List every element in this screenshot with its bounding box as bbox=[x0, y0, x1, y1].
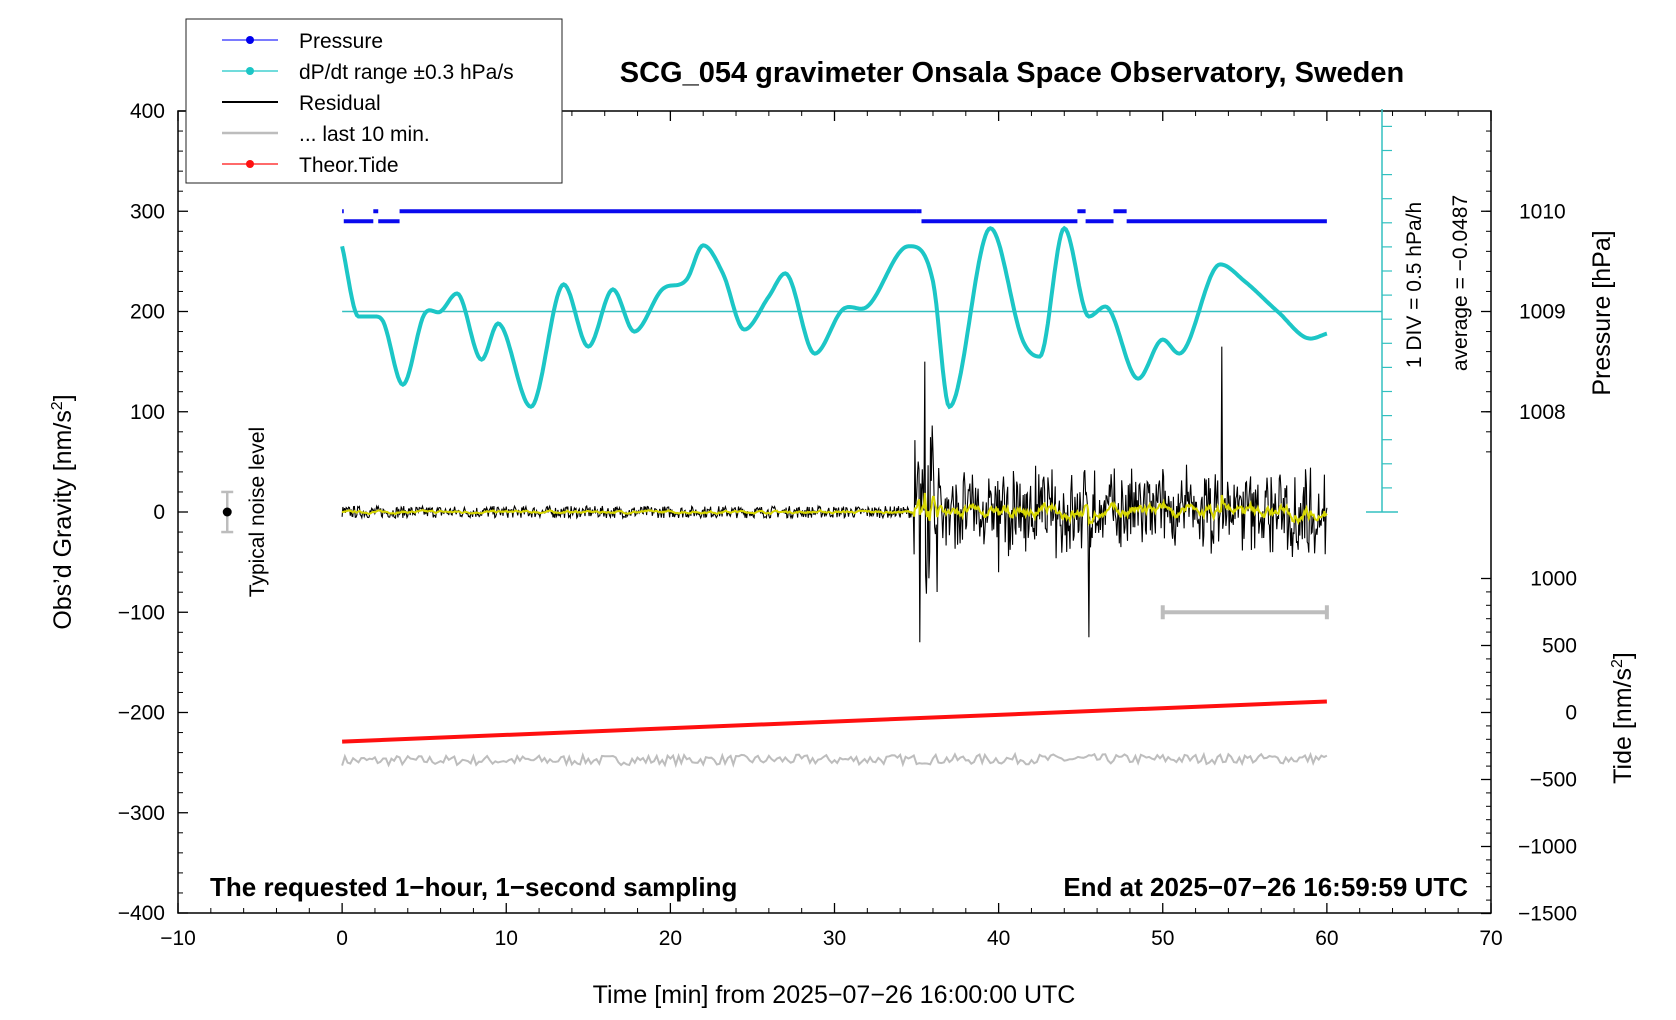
axis-ticks: −10 0 10 20 30 40 50 60 704003002001000−100−200−… bbox=[118, 100, 1577, 950]
pressure-series bbox=[342, 209, 1327, 224]
y-axis-label-left: Obs’d Gravity [nm/s2] bbox=[49, 394, 77, 629]
legend-pressure-marker bbox=[246, 36, 254, 44]
y-tick-label: −100 bbox=[118, 601, 165, 624]
legend: Pressure dP/dt range ±0.3 hPa/s Residual… bbox=[185, 18, 563, 184]
end-time-note: End at 2025−07−26 16:59:59 UTC bbox=[1063, 872, 1468, 902]
residual-smoothed-series bbox=[341, 492, 1328, 527]
noise-dot bbox=[222, 507, 232, 517]
theoretical-tide-series bbox=[342, 699, 1327, 744]
tide-tick-label: 0 bbox=[1565, 702, 1577, 725]
x-tick-label: −10 bbox=[160, 927, 196, 950]
average-label: average = −0.0487 bbox=[1449, 195, 1472, 371]
x-tick-label: 60 bbox=[1315, 927, 1338, 950]
tide-tick-label: −1000 bbox=[1518, 836, 1577, 859]
noise-level-label: Typical noise level bbox=[246, 427, 269, 597]
legend-tide-label: Theor.Tide bbox=[299, 154, 399, 177]
tide-tick-label: −1500 bbox=[1518, 903, 1577, 926]
tide-label-end: ] bbox=[1609, 652, 1637, 659]
y-tick-label: 0 bbox=[153, 501, 165, 524]
y-tick-label: −300 bbox=[118, 802, 165, 825]
pressure-tick-label: 1008 bbox=[1519, 401, 1566, 424]
y-axis-label-end: ] bbox=[49, 394, 77, 401]
x-tick-label: 50 bbox=[1151, 927, 1174, 950]
x-tick-label: 70 bbox=[1479, 927, 1502, 950]
legend-pressure-label: Pressure bbox=[299, 30, 383, 53]
legend-last10-label: ... last 10 min. bbox=[299, 123, 430, 146]
x-tick-label: 20 bbox=[659, 927, 682, 950]
tide-label-main: Tide [nm/s bbox=[1609, 668, 1637, 784]
sampling-note: The requested 1−hour, 1−second sampling bbox=[210, 872, 737, 902]
dpdt-series bbox=[340, 225, 1328, 410]
y-tick-label: −200 bbox=[118, 702, 165, 725]
y-axis-label-sup: 2 bbox=[49, 401, 66, 410]
x-tick-label: 40 bbox=[987, 927, 1010, 950]
chart-title: SCG_054 gravimeter Onsala Space Observat… bbox=[620, 57, 1404, 89]
last-10-min-series bbox=[341, 751, 1328, 769]
y-axis-label-main: Obs’d Gravity [nm/s bbox=[49, 410, 77, 630]
tide-tick-label: 1000 bbox=[1530, 568, 1577, 591]
tide-label-sup: 2 bbox=[1609, 659, 1626, 668]
y-tick-label: 100 bbox=[130, 401, 165, 424]
tide-tick-label: −500 bbox=[1530, 769, 1577, 792]
x-tick-label: 0 bbox=[336, 927, 348, 950]
residual-series bbox=[341, 346, 1328, 643]
tide-tick-label: 500 bbox=[1542, 635, 1577, 658]
y-tick-label: −400 bbox=[118, 902, 165, 925]
x-axis-label: Time [min] from 2025−07−26 16:00:00 UTC bbox=[593, 981, 1076, 1009]
noise-level-indicator bbox=[221, 490, 234, 534]
y-tick-label: 200 bbox=[130, 301, 165, 324]
pressure-tick-label: 1009 bbox=[1519, 301, 1566, 324]
last-10-min-bar bbox=[1160, 605, 1329, 620]
y-axis-label-pressure: Pressure [hPa] bbox=[1588, 230, 1616, 395]
div-scale-label: 1 DIV = 0.5 hPa/h bbox=[1403, 202, 1426, 368]
x-tick-label: 30 bbox=[823, 927, 846, 950]
pressure-tick-label: 1010 bbox=[1519, 200, 1566, 223]
legend-dpdt-marker bbox=[246, 67, 254, 75]
legend-residual-label: Residual bbox=[299, 92, 381, 115]
y-tick-label: 300 bbox=[130, 200, 165, 223]
x-tick-label: 10 bbox=[495, 927, 518, 950]
pressure-rate-scale bbox=[1366, 109, 1398, 513]
y-axis-label-tide: Tide [nm/s2] bbox=[1609, 652, 1637, 784]
legend-dpdt-label: dP/dt range ±0.3 hPa/s bbox=[299, 61, 514, 84]
legend-tide-marker bbox=[246, 160, 254, 168]
y-tick-label: 400 bbox=[130, 100, 165, 123]
